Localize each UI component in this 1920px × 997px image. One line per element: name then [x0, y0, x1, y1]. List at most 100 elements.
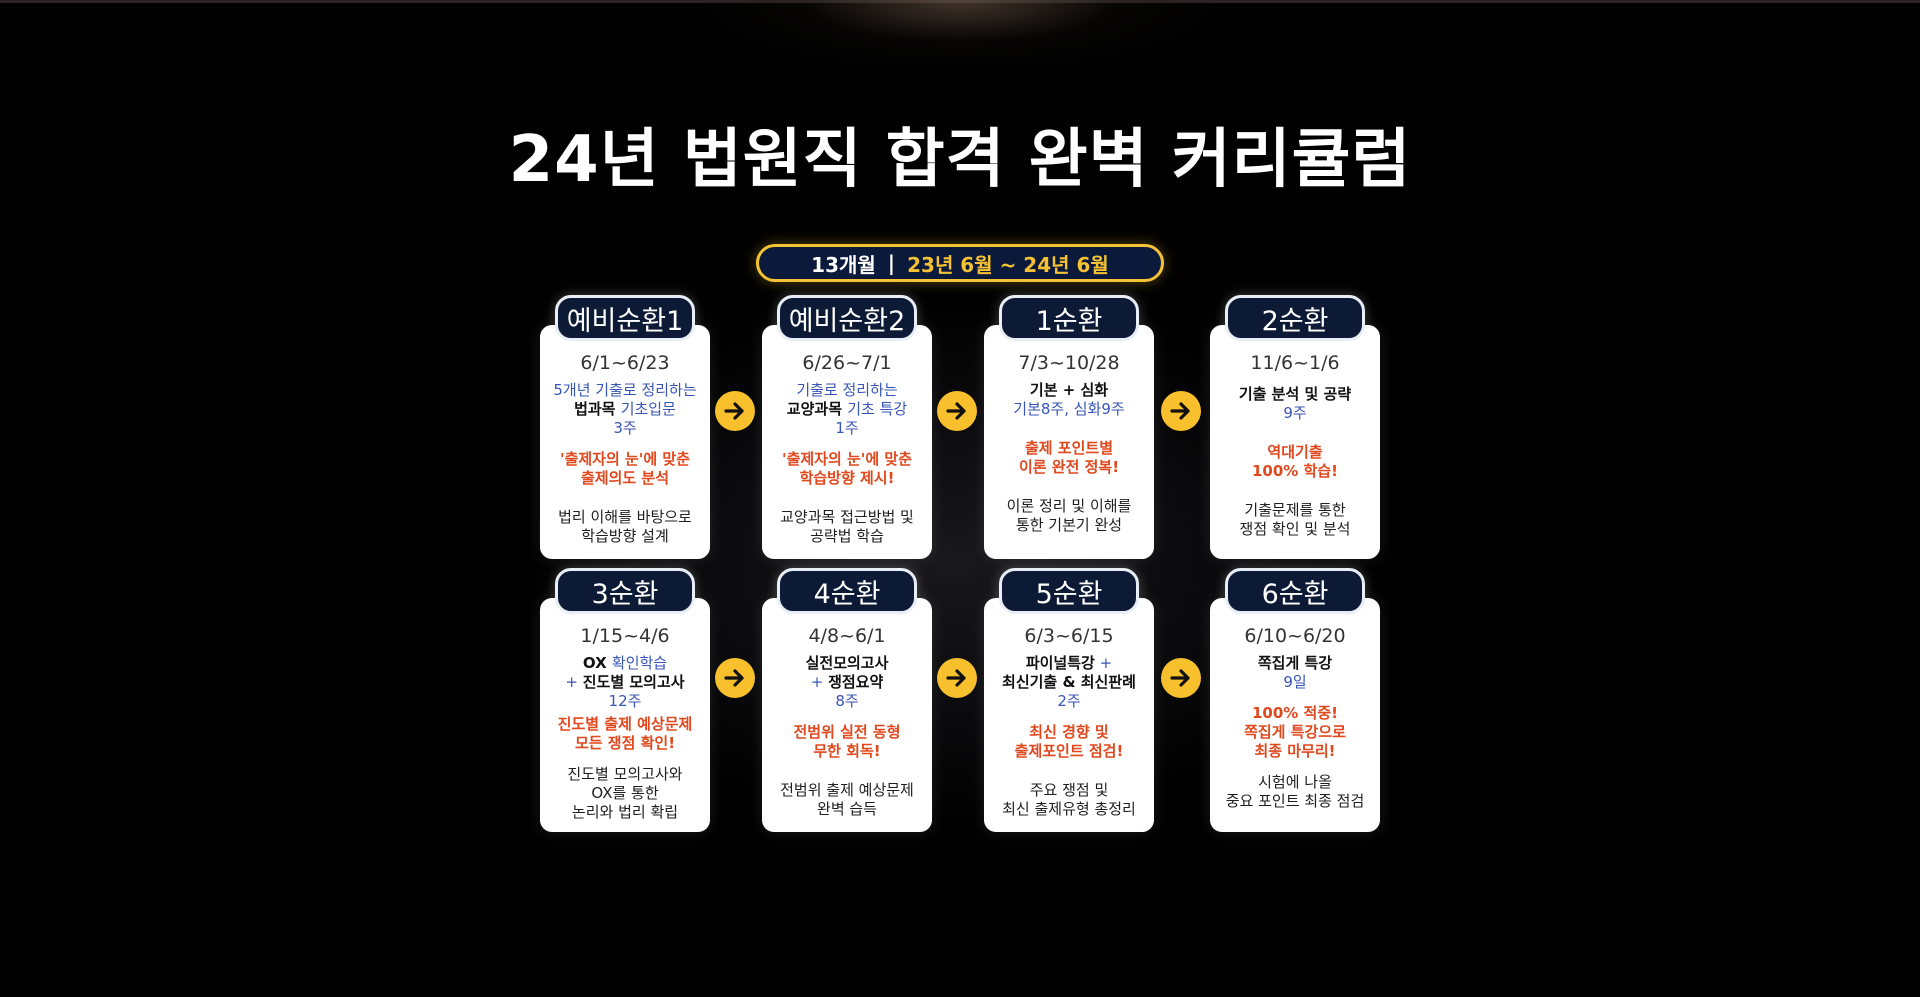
card-line: 기본 + 심화: [1029, 381, 1109, 399]
card-line: 5개년 기출로 정리하는: [553, 381, 697, 399]
card-date: 1/15~4/6: [580, 625, 670, 647]
card-body: 6/3~6/15 파이널특강 + 최신기출 & 최신판례 2주 최신 경향 및 …: [984, 624, 1154, 824]
card-body: 7/3~10/28 기본 + 심화 기본8주, 심화9주 출제 포인트별 이론 …: [984, 351, 1154, 551]
card-line: 기출로 정리하는: [796, 381, 898, 399]
card-line: +: [810, 673, 829, 691]
card-emphasis: 100% 적중!: [1251, 704, 1338, 722]
page-title: 24년 법원직 합격 완벽 커리큘럼: [508, 123, 1412, 197]
card-highlight: 기초 특강: [847, 400, 908, 418]
card-description: 주요 쟁점 및: [1029, 781, 1109, 799]
card-tab: 2순환: [1225, 295, 1365, 341]
card-pre-cycle-2: 예비순환2 6/26~7/1 기출로 정리하는 교양과목 기초 특강 1주 '출…: [762, 295, 932, 559]
card-body: 6/10~6/20 쪽집게 특강 9일 100% 적중! 쪽집게 특강으로 최종…: [1210, 624, 1380, 824]
card-body: 1/15~4/6 OX 확인학습 + 진도별 모의고사 12주 진도별 출제 예…: [540, 624, 710, 824]
card-date: 6/26~7/1: [802, 352, 892, 374]
card-duration: 12주: [608, 692, 642, 710]
card-date: 4/8~6/1: [808, 625, 886, 647]
card-description: 교양과목 접근방법 및: [780, 508, 914, 526]
card-body: 6/1~6/23 5개년 기출로 정리하는 법과목 기초입문 3주 '출제자의 …: [540, 351, 710, 551]
card-emphasis: 모든 쟁점 확인!: [574, 734, 676, 752]
card-emphasis: 학습방향 제시!: [799, 469, 895, 487]
arrow-right-icon: [937, 391, 977, 431]
card-highlight: 쟁점요약: [828, 673, 884, 691]
card-cycle-4: 4순환 4/8~6/1 실전모의고사 + 쟁점요약 8주 전범위 실전 동형 무…: [762, 568, 932, 832]
card-line: 기출 분석 및 공략: [1238, 385, 1352, 403]
arrow-right-icon: [937, 658, 977, 698]
card-duration: 9주: [1283, 404, 1307, 422]
card-date: 7/3~10/28: [1018, 352, 1120, 374]
card-line: 쪽집게 특강: [1257, 654, 1333, 672]
card-cycle-6: 6순환 6/10~6/20 쪽집게 특강 9일 100% 적중! 쪽집게 특강으…: [1210, 568, 1380, 832]
card-tab: 3순환: [555, 568, 695, 614]
card-cycle-2: 2순환 11/6~1/6 기출 분석 및 공략 9주 역대기출 100% 학습!…: [1210, 295, 1380, 559]
card-description: 법리 이해를 바탕으로: [558, 508, 692, 526]
card-description: 통한 기본기 완성: [1015, 516, 1123, 534]
card-highlight: 기초입문: [620, 400, 676, 418]
card-emphasis: 역대기출: [1267, 443, 1323, 461]
card-highlight: 확인학습: [611, 654, 668, 672]
arrow-right-icon: [715, 658, 755, 698]
card-tab: 6순환: [1225, 568, 1365, 614]
card-emphasis: '출제자의 눈'에 맞춘: [559, 450, 691, 468]
card-emphasis: 최종 마무리!: [1254, 742, 1336, 760]
card-line: 최신기출 & 최신판례: [1002, 673, 1136, 691]
card-emphasis: '출제자의 눈'에 맞춘: [781, 450, 913, 468]
card-line: 법과목: [574, 400, 621, 418]
card-emphasis: 전범위 실전 동형: [793, 723, 901, 741]
arrow-right-icon: [1161, 658, 1201, 698]
card-duration: 기본8주, 심화9주: [1013, 400, 1125, 418]
period-range: 23년 6월 ~ 24년 6월: [907, 252, 1109, 277]
card-pre-cycle-1: 예비순환1 6/1~6/23 5개년 기출로 정리하는 법과목 기초입문 3주 …: [540, 295, 710, 559]
card-highlight: +: [1094, 654, 1113, 672]
card-description: 논리와 법리 확립: [571, 803, 679, 821]
card-description: 공략법 학습: [810, 527, 884, 545]
card-line: +: [565, 673, 583, 691]
card-description: 진도별 모의고사와: [567, 765, 683, 783]
card-cycle-1: 1순환 7/3~10/28 기본 + 심화 기본8주, 심화9주 출제 포인트별…: [984, 295, 1154, 559]
card-tab: 5순환: [999, 568, 1139, 614]
card-description: 중요 포인트 최종 점검: [1225, 792, 1365, 810]
card-duration: 2주: [1057, 692, 1081, 710]
card-cycle-5: 5순환 6/3~6/15 파이널특강 + 최신기출 & 최신판례 2주 최신 경…: [984, 568, 1154, 832]
card-emphasis: 출제의도 분석: [580, 469, 670, 487]
card-date: 6/3~6/15: [1024, 625, 1114, 647]
card-line: 교양과목: [786, 400, 848, 418]
period-separator: |: [887, 251, 896, 275]
top-glow: [0, 0, 1920, 160]
card-description: 학습방향 설계: [581, 527, 669, 545]
card-tab: 4순환: [777, 568, 917, 614]
arrow-right-icon: [715, 391, 755, 431]
card-emphasis: 진도별 출제 예상문제: [557, 715, 693, 733]
card-description: OX를 통한: [591, 784, 659, 802]
card-emphasis: 최신 경향 및: [1029, 723, 1109, 741]
card-line: OX: [582, 654, 612, 672]
card-emphasis: 쪽집게 특강으로: [1244, 723, 1346, 741]
card-duration: 9일: [1283, 673, 1307, 691]
card-duration: 8주: [835, 692, 859, 710]
card-description: 기출문제를 통한: [1244, 501, 1346, 519]
card-date: 6/10~6/20: [1244, 625, 1346, 647]
card-description: 전범위 출제 예상문제: [780, 781, 914, 799]
card-line: 실전모의고사: [805, 654, 889, 672]
card-date: 11/6~1/6: [1250, 352, 1340, 374]
card-description: 최신 출제유형 총정리: [1002, 800, 1136, 818]
card-body: 6/26~7/1 기출로 정리하는 교양과목 기초 특강 1주 '출제자의 눈'…: [762, 351, 932, 551]
card-emphasis: 출제포인트 점검!: [1014, 742, 1124, 760]
period-badge: 13개월 | 23년 6월 ~ 24년 6월: [756, 244, 1164, 282]
card-body: 4/8~6/1 실전모의고사 + 쟁점요약 8주 전범위 실전 동형 무한 회독…: [762, 624, 932, 824]
card-line: 파이널특강: [1025, 654, 1095, 672]
arrow-right-icon: [1161, 391, 1201, 431]
card-emphasis: 이론 완전 정복!: [1018, 458, 1120, 476]
card-cycle-3: 3순환 1/15~4/6 OX 확인학습 + 진도별 모의고사 12주 진도별 …: [540, 568, 710, 832]
card-description: 이론 정리 및 이해를: [1006, 497, 1132, 515]
card-emphasis: 무한 회독!: [813, 742, 881, 760]
card-description: 쟁점 확인 및 분석: [1239, 520, 1351, 538]
card-highlight: 진도별 모의고사: [582, 673, 685, 691]
card-emphasis: 출제 포인트별: [1024, 439, 1114, 457]
period-months: 13개월: [811, 252, 876, 277]
card-body: 11/6~1/6 기출 분석 및 공략 9주 역대기출 100% 학습! 기출문…: [1210, 351, 1380, 551]
card-description: 시험에 나올: [1258, 773, 1332, 791]
card-tab: 예비순환1: [555, 295, 695, 341]
card-tab: 예비순환2: [777, 295, 917, 341]
card-description: 완벽 습득: [817, 800, 877, 818]
